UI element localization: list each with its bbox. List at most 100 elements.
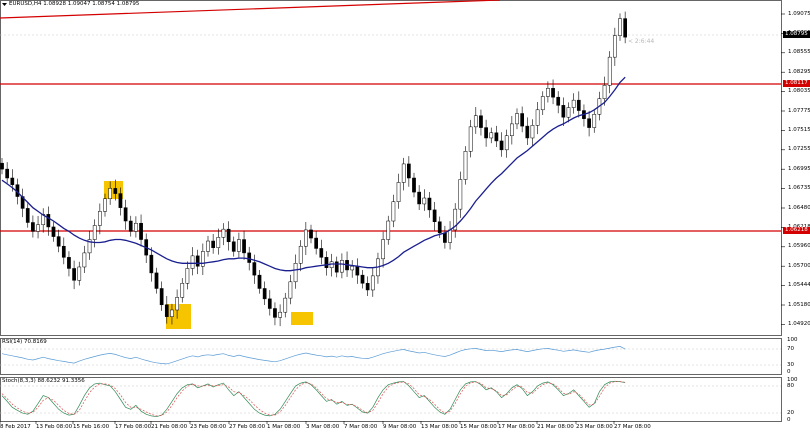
candle[interactable]: [535, 109, 540, 126]
candle[interactable]: [216, 237, 221, 248]
candle[interactable]: [334, 261, 339, 273]
candle[interactable]: [283, 297, 288, 313]
candle[interactable]: [108, 188, 113, 200]
rsi-pane[interactable]: [0, 338, 782, 375]
candle[interactable]: [201, 251, 205, 267]
candle[interactable]: [5, 168, 10, 179]
candle[interactable]: [242, 239, 246, 254]
candle[interactable]: [304, 229, 308, 247]
candle[interactable]: [25, 208, 30, 223]
candle[interactable]: [154, 272, 159, 289]
candle[interactable]: [293, 263, 298, 283]
candle[interactable]: [247, 252, 252, 263]
candle[interactable]: [46, 214, 51, 228]
candle[interactable]: [185, 268, 190, 284]
candle[interactable]: [417, 191, 421, 205]
candle[interactable]: [412, 177, 416, 193]
candle[interactable]: [381, 239, 385, 260]
candle[interactable]: [551, 88, 555, 98]
candle[interactable]: [494, 132, 499, 142]
candle[interactable]: [231, 241, 236, 252]
candle[interactable]: [602, 85, 607, 99]
candle[interactable]: [350, 265, 355, 271]
candle[interactable]: [237, 239, 241, 252]
candle[interactable]: [72, 268, 76, 281]
candle[interactable]: [458, 179, 463, 210]
candle[interactable]: [546, 88, 550, 97]
candle[interactable]: [437, 221, 442, 234]
candle[interactable]: [298, 245, 303, 264]
candle[interactable]: [556, 96, 561, 106]
candle[interactable]: [77, 266, 82, 281]
candle[interactable]: [221, 228, 226, 238]
candle[interactable]: [463, 151, 468, 180]
candle[interactable]: [113, 188, 118, 194]
candle[interactable]: [288, 281, 293, 299]
candle[interactable]: [123, 207, 128, 222]
candle[interactable]: [118, 193, 123, 208]
candle[interactable]: [87, 239, 92, 254]
candle[interactable]: [613, 35, 617, 58]
candle[interactable]: [386, 220, 391, 240]
candle[interactable]: [607, 56, 612, 86]
candle[interactable]: [499, 140, 504, 151]
candle[interactable]: [561, 105, 566, 118]
candle[interactable]: [489, 132, 494, 139]
candle[interactable]: [427, 197, 432, 211]
candle[interactable]: [355, 265, 360, 276]
candle[interactable]: [314, 237, 318, 249]
candle[interactable]: [159, 288, 164, 306]
candle[interactable]: [365, 283, 370, 291]
candle[interactable]: [422, 197, 427, 205]
candle[interactable]: [510, 123, 514, 136]
candle[interactable]: [190, 255, 195, 269]
triangle-down-icon[interactable]: [2, 3, 7, 6]
candle[interactable]: [252, 262, 257, 276]
candle[interactable]: [206, 240, 210, 252]
candle[interactable]: [175, 297, 179, 311]
candle[interactable]: [51, 226, 56, 237]
candle[interactable]: [36, 224, 40, 232]
candle[interactable]: [525, 125, 530, 139]
candle[interactable]: [484, 127, 488, 139]
candle[interactable]: [324, 257, 329, 268]
candle[interactable]: [340, 260, 344, 273]
candle[interactable]: [432, 209, 437, 223]
candle[interactable]: [623, 18, 627, 38]
candle[interactable]: [391, 201, 396, 222]
candle[interactable]: [401, 163, 406, 183]
candle[interactable]: [273, 308, 277, 318]
candle[interactable]: [31, 222, 35, 232]
candle[interactable]: [103, 198, 107, 212]
candle[interactable]: [226, 228, 231, 243]
candle[interactable]: [92, 225, 97, 240]
candle[interactable]: [479, 115, 483, 128]
candle[interactable]: [443, 232, 447, 243]
candle[interactable]: [515, 113, 519, 125]
candle[interactable]: [98, 211, 102, 226]
trend-line[interactable]: [0, 0, 501, 19]
candle[interactable]: [61, 245, 66, 258]
candle[interactable]: [592, 113, 597, 128]
candle[interactable]: [571, 99, 576, 108]
candle[interactable]: [195, 255, 200, 267]
candle[interactable]: [170, 309, 174, 317]
candle[interactable]: [82, 252, 87, 268]
candle[interactable]: [56, 236, 61, 247]
candle[interactable]: [448, 229, 452, 243]
candle[interactable]: [370, 275, 375, 291]
candle[interactable]: [453, 208, 458, 231]
candle[interactable]: [0, 162, 4, 170]
candle[interactable]: [134, 222, 138, 232]
candle[interactable]: [164, 304, 169, 317]
candle[interactable]: [10, 177, 15, 185]
candle[interactable]: [566, 107, 571, 118]
candle[interactable]: [149, 254, 154, 274]
candle[interactable]: [576, 99, 581, 111]
candle[interactable]: [67, 257, 71, 269]
candle[interactable]: [530, 125, 535, 139]
candle[interactable]: [257, 274, 262, 289]
candle[interactable]: [139, 222, 143, 240]
candle[interactable]: [360, 274, 365, 284]
